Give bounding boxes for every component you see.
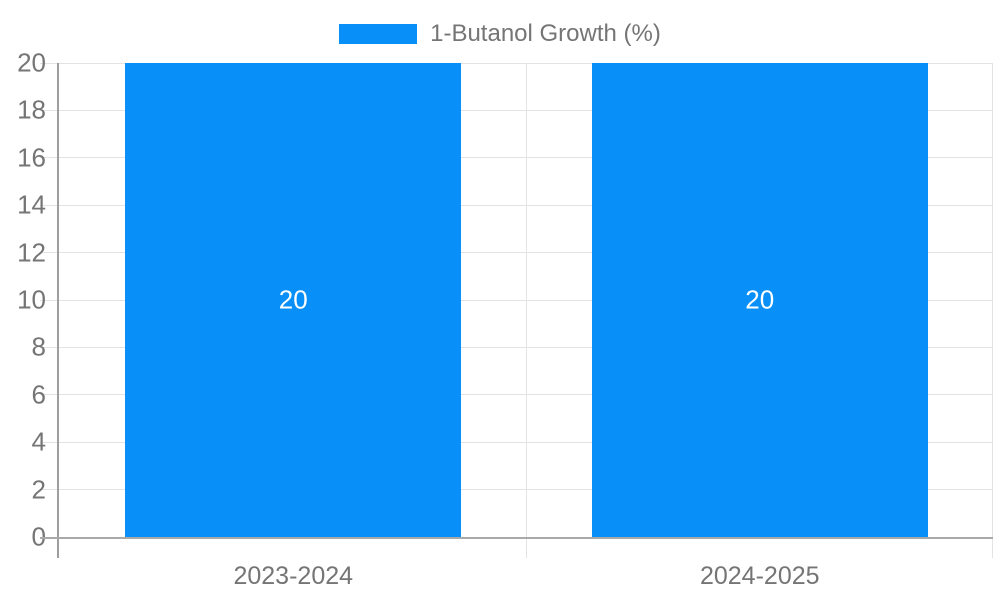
y-axis-tick-label: 0 — [31, 521, 46, 552]
y-axis-tick-label: 2 — [31, 474, 46, 505]
y-axis-tick-label: 4 — [31, 426, 46, 457]
legend-item[interactable]: 1-Butanol Growth (%) — [339, 22, 661, 46]
gridline-horizontal — [40, 109, 993, 111]
y-axis-tick-label: 14 — [17, 189, 46, 220]
x-axis-baseline — [40, 537, 993, 539]
legend-series-label: 1-Butanol Growth (%) — [430, 20, 661, 47]
legend: 1-Butanol Growth (%) — [0, 22, 1000, 46]
bar-2024-2025[interactable] — [591, 63, 928, 537]
x-axis-category-label: 2024-2025 — [699, 562, 820, 590]
bar-value-label: 20 — [278, 284, 308, 315]
y-axis-tick-label: 20 — [17, 47, 46, 78]
x-axis-category-label: 2023-2024 — [233, 562, 354, 590]
y-axis-tick-label: 6 — [31, 379, 46, 410]
gridline-horizontal — [40, 157, 993, 159]
y-axis-tick-label: 12 — [17, 237, 46, 268]
gridline-horizontal — [40, 204, 993, 206]
gridline-horizontal — [40, 346, 993, 348]
gridline-horizontal — [40, 62, 993, 64]
y-axis-tick-label: 10 — [17, 284, 46, 315]
gridline-horizontal — [40, 441, 993, 443]
gridline-horizontal — [40, 489, 993, 491]
bar-2023-2024[interactable] — [125, 63, 462, 537]
legend-color-swatch — [339, 24, 418, 44]
y-axis-tick-label: 16 — [17, 142, 46, 173]
gridline-vertical — [992, 63, 993, 558]
gridline-horizontal — [40, 252, 993, 254]
gridline-horizontal — [40, 299, 993, 301]
y-axis-tick-label: 8 — [31, 331, 46, 362]
gridline-horizontal — [40, 394, 993, 396]
gridline-vertical — [525, 63, 527, 558]
bar-value-label: 20 — [745, 284, 775, 315]
y-axis-tick-label: 18 — [17, 94, 46, 125]
y-axis-line — [57, 63, 59, 558]
